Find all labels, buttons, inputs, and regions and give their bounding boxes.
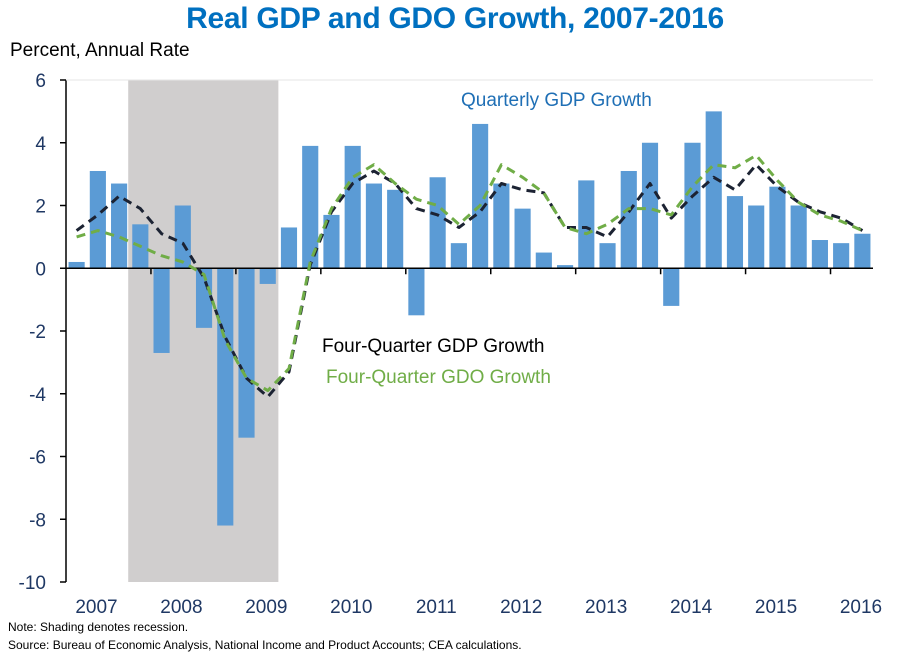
bar-2009Q1 <box>238 268 255 438</box>
x-tick-label: 2013 <box>585 597 627 618</box>
y-axis-label: Percent, Annual Rate <box>10 40 190 61</box>
bar-2011Q3 <box>450 243 467 269</box>
y-tick-label: -10 <box>19 573 46 594</box>
bar-2009Q3 <box>280 227 298 269</box>
x-tick-label: 2007 <box>75 597 117 618</box>
bar-2015Q1 <box>748 205 765 269</box>
bar-2008Q2 <box>174 205 191 269</box>
bar-2011Q4 <box>472 123 489 269</box>
x-tick-label: 2016 <box>840 597 882 618</box>
bar-2016Q2 <box>854 233 871 269</box>
bar-2015Q2 <box>769 186 786 269</box>
bar-2010Q2 <box>344 145 361 269</box>
y-tick-label: 0 <box>35 259 46 280</box>
y-tick-label: -2 <box>29 322 46 343</box>
bar-2007Q3 <box>111 183 128 269</box>
bar-2010Q1 <box>323 214 340 269</box>
x-tick-label: 2011 <box>416 597 457 618</box>
bar-2012Q1 <box>493 183 510 269</box>
bar-2015Q3 <box>790 205 807 269</box>
bar-2009Q2 <box>259 268 276 284</box>
y-tick-label: 2 <box>35 197 46 218</box>
bar-2010Q3 <box>365 183 383 269</box>
annotation-four-quarter-gdo: Four-Quarter GDO Growth <box>326 367 551 388</box>
bar-2012Q4 <box>556 265 574 269</box>
bar-2013Q1 <box>578 180 595 269</box>
y-tick-label: -8 <box>29 510 46 531</box>
four-quarter-gdo-line <box>76 153 864 393</box>
bar-2010Q4 <box>387 189 404 269</box>
bar-2007Q2 <box>89 170 106 269</box>
bar-2016Q1 <box>833 243 850 269</box>
bar-2015Q4 <box>811 240 828 269</box>
y-tick-label: 6 <box>35 71 46 92</box>
x-tick-label: 2012 <box>500 597 542 618</box>
note-text: Note: Shading denotes recession. <box>8 620 189 634</box>
bar-2008Q3 <box>195 268 213 328</box>
x-tick-label: 2010 <box>330 597 372 618</box>
annotation-four-quarter-gdp: Four-Quarter GDP Growth <box>322 336 545 357</box>
bar-2014Q1 <box>663 268 680 306</box>
y-tick-label: -4 <box>29 385 46 406</box>
bar-2013Q3 <box>620 170 637 269</box>
annotation-quarterly-gdp: Quarterly GDP Growth <box>461 90 652 111</box>
x-tick-label: 2008 <box>160 597 202 618</box>
bar-2014Q3 <box>705 111 722 269</box>
bar-2007Q1 <box>68 261 85 269</box>
source-text: Source: Bureau of Economic Analysis, Nat… <box>8 638 522 652</box>
bar-2008Q4 <box>217 268 234 526</box>
bar-2012Q3 <box>535 252 552 269</box>
bar-2011Q1 <box>408 268 425 316</box>
chart-title: Real GDP and GDO Growth, 2007-2016 <box>186 2 724 35</box>
bar-2013Q2 <box>599 243 616 269</box>
bar-2009Q4 <box>302 145 319 269</box>
x-tick-label: 2009 <box>245 597 287 618</box>
x-tick-label: 2015 <box>755 597 797 618</box>
bar-2014Q2 <box>684 142 701 269</box>
x-tick-label: 2014 <box>670 597 713 618</box>
y-tick-label: 4 <box>35 134 46 155</box>
y-tick-label: -6 <box>29 448 46 469</box>
bar-2014Q4 <box>726 196 744 269</box>
bar-2011Q2 <box>429 177 446 269</box>
recession-shading <box>128 80 279 582</box>
bar-2012Q2 <box>514 208 531 269</box>
bar-2008Q1 <box>153 268 170 353</box>
bar-2013Q4 <box>641 142 659 269</box>
